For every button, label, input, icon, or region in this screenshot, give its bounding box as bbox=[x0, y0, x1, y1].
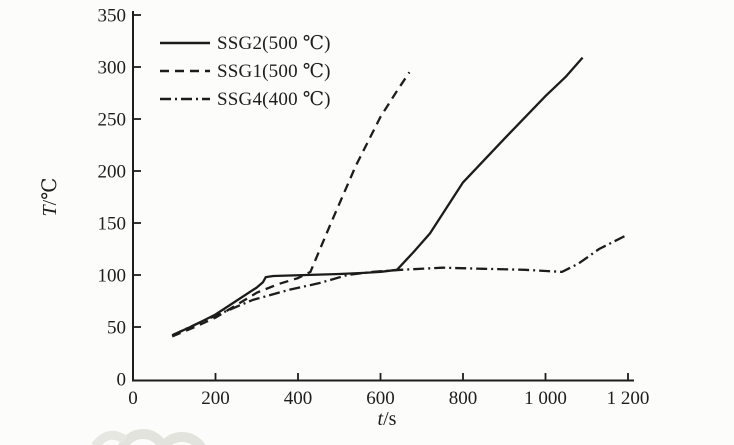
legend-item-ssg4: SSG4(400 ℃) bbox=[159, 85, 331, 113]
legend-item-ssg1: SSG1(500 ℃) bbox=[159, 57, 331, 85]
y-tick-label: 0 bbox=[117, 370, 127, 391]
y-tick-label: 350 bbox=[98, 6, 127, 27]
y-tick-label: 300 bbox=[98, 58, 127, 79]
series-line-ssg4 bbox=[171, 233, 629, 337]
axes-spine bbox=[132, 11, 634, 382]
x-axis-unit: /s bbox=[383, 408, 397, 430]
y-axis-unit: /℃ bbox=[39, 177, 61, 206]
x-tick-label: 200 bbox=[201, 388, 230, 409]
series-line-ssg1 bbox=[171, 71, 411, 338]
y-tick-label: 50 bbox=[107, 318, 126, 339]
y-axis-label: T/℃ bbox=[37, 157, 63, 237]
dash-dot-line-sample-icon bbox=[160, 97, 210, 101]
y-tick-label: 150 bbox=[98, 214, 127, 235]
legend-label-ssg4: SSG4(400 ℃) bbox=[217, 88, 331, 110]
y-axis-variable: T bbox=[39, 205, 61, 217]
x-tick-label: 600 bbox=[366, 388, 395, 409]
legend-label-ssg2: SSG2(500 ℃) bbox=[217, 32, 331, 54]
y-tick-label: 250 bbox=[98, 110, 127, 131]
y-tick-label: 100 bbox=[98, 266, 127, 287]
x-tick-label: 0 bbox=[128, 388, 138, 409]
legend: SSG2(500 ℃) SSG1(500 ℃) SSG4(400 ℃) bbox=[159, 29, 331, 113]
x-tick-label: 1 000 bbox=[524, 388, 567, 409]
solid-line-sample-icon bbox=[160, 41, 210, 45]
x-axis-label: t/s bbox=[347, 408, 427, 431]
x-tick-label: 1 200 bbox=[607, 388, 650, 409]
x-tick-label: 800 bbox=[449, 388, 478, 409]
dashed-line-sample-icon bbox=[160, 69, 210, 73]
x-tick-label: 400 bbox=[284, 388, 313, 409]
legend-item-ssg2: SSG2(500 ℃) bbox=[159, 29, 331, 57]
x-axis-variable: t bbox=[377, 408, 384, 430]
legend-label-ssg1: SSG1(500 ℃) bbox=[217, 60, 331, 82]
y-tick-label: 200 bbox=[98, 162, 127, 183]
